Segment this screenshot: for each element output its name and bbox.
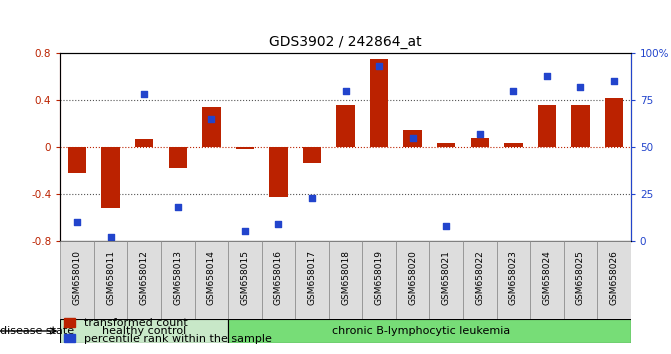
Bar <box>262 241 295 319</box>
Point <box>441 223 452 229</box>
Text: GSM658018: GSM658018 <box>341 250 350 305</box>
Point <box>508 88 519 93</box>
Text: GSM658026: GSM658026 <box>609 250 619 305</box>
Bar <box>429 241 463 319</box>
Bar <box>295 241 329 319</box>
Text: GSM658021: GSM658021 <box>442 250 451 305</box>
Bar <box>564 241 597 319</box>
Bar <box>161 241 195 319</box>
Point <box>609 78 619 84</box>
Point <box>474 131 485 137</box>
Point <box>72 219 83 225</box>
Bar <box>168 147 187 168</box>
Point <box>307 195 317 200</box>
Point <box>340 88 351 93</box>
Point <box>206 116 217 121</box>
Point <box>273 221 284 227</box>
Bar <box>127 241 161 319</box>
Title: GDS3902 / 242864_at: GDS3902 / 242864_at <box>269 35 422 49</box>
Text: GSM658011: GSM658011 <box>106 250 115 305</box>
Bar <box>94 241 127 319</box>
Text: chronic B-lymphocytic leukemia: chronic B-lymphocytic leukemia <box>332 326 510 336</box>
Bar <box>101 147 120 208</box>
Text: GSM658025: GSM658025 <box>576 250 585 305</box>
Bar <box>463 241 497 319</box>
Bar <box>202 107 221 147</box>
Bar <box>497 241 530 319</box>
Point <box>105 234 116 240</box>
Bar <box>329 241 362 319</box>
Bar <box>597 241 631 319</box>
Bar <box>135 139 154 147</box>
Bar <box>303 147 321 163</box>
Point <box>541 73 552 79</box>
Bar <box>336 105 355 147</box>
Bar <box>571 105 590 147</box>
Bar <box>228 319 631 343</box>
Bar <box>537 105 556 147</box>
Text: GSM658015: GSM658015 <box>240 250 250 305</box>
Point <box>374 63 384 69</box>
Text: GSM658010: GSM658010 <box>72 250 82 305</box>
Bar <box>60 319 228 343</box>
Text: GSM658014: GSM658014 <box>207 250 216 305</box>
Bar <box>605 98 623 147</box>
Point <box>240 229 250 234</box>
Point <box>575 84 586 90</box>
Text: GSM658017: GSM658017 <box>307 250 317 305</box>
Bar <box>195 241 228 319</box>
Bar <box>504 143 523 147</box>
Text: GSM658019: GSM658019 <box>374 250 384 305</box>
Bar <box>60 241 94 319</box>
Bar <box>68 147 87 173</box>
Text: GSM658022: GSM658022 <box>475 250 484 305</box>
Point <box>407 135 418 140</box>
Bar <box>269 147 288 197</box>
Bar <box>228 241 262 319</box>
Legend: transformed count, percentile rank within the sample: transformed count, percentile rank withi… <box>59 314 276 348</box>
Text: GSM658024: GSM658024 <box>542 250 552 305</box>
Point <box>172 204 183 210</box>
Text: GSM658013: GSM658013 <box>173 250 183 305</box>
Bar <box>437 143 456 147</box>
Bar <box>362 241 396 319</box>
Text: GSM658020: GSM658020 <box>408 250 417 305</box>
Bar <box>370 59 389 147</box>
Point <box>139 92 150 97</box>
Bar <box>530 241 564 319</box>
Bar <box>403 131 422 147</box>
Bar <box>396 241 429 319</box>
Text: healthy control: healthy control <box>102 326 187 336</box>
Text: GSM658016: GSM658016 <box>274 250 283 305</box>
Text: GSM658023: GSM658023 <box>509 250 518 305</box>
Bar <box>470 137 489 147</box>
Text: disease state: disease state <box>0 326 74 336</box>
Bar <box>236 147 254 149</box>
Text: GSM658012: GSM658012 <box>140 250 149 305</box>
